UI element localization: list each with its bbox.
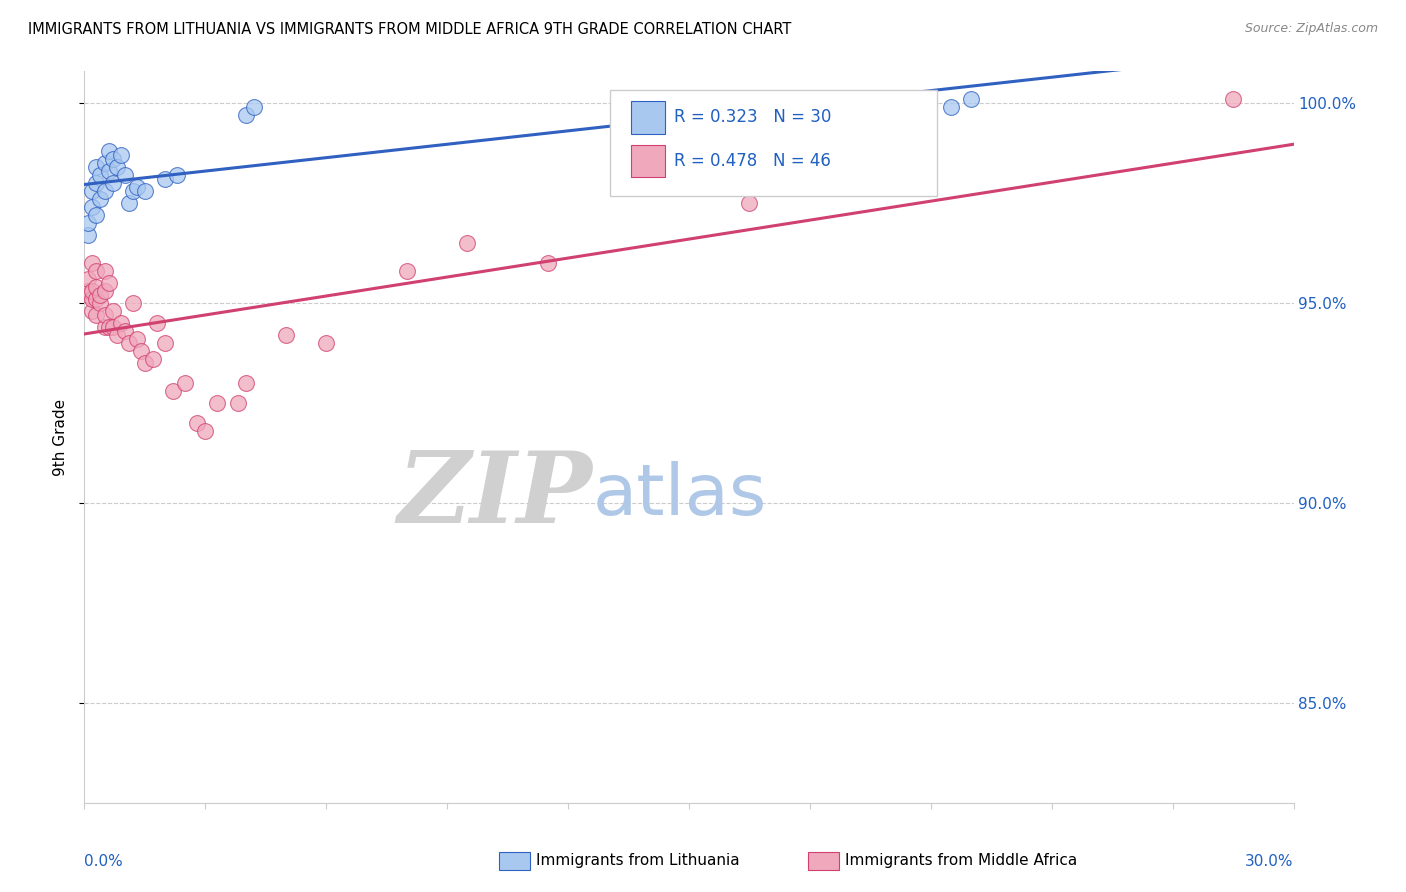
Point (86, 308, 108, 322)
Text: 30.0%: 30.0% (1246, 854, 1294, 869)
Point (235, 108, 257, 122)
Point (235, 376, 257, 391)
Point (110, 316, 132, 330)
Point (93, 320, 115, 334)
Point (101, 320, 124, 334)
Point (101, 176, 124, 190)
Point (637, 104, 659, 119)
Point (134, 356, 156, 370)
Point (207, 396, 229, 410)
Point (114, 324, 136, 338)
Point (166, 169, 188, 183)
Point (738, 196, 761, 211)
Point (101, 304, 124, 318)
FancyBboxPatch shape (631, 101, 665, 134)
Text: atlas: atlas (592, 461, 766, 530)
Point (134, 184, 156, 198)
Text: Immigrants from Middle Africa: Immigrants from Middle Africa (845, 854, 1077, 868)
Point (242, 100, 264, 114)
Point (194, 424, 217, 438)
Point (395, 264, 418, 278)
Point (97, 276, 120, 290)
Point (93, 184, 115, 198)
Point (93, 156, 115, 170)
Point (93, 284, 115, 298)
Point (89, 192, 111, 206)
Point (89, 288, 111, 302)
Point (537, 256, 560, 270)
Point (125, 332, 148, 346)
Point (82, 284, 104, 298)
Point (162, 384, 184, 398)
Point (118, 196, 141, 211)
Point (274, 328, 297, 343)
Point (82, 184, 104, 198)
Point (105, 161, 128, 175)
Point (960, 92, 983, 106)
Text: ZIP: ZIP (398, 448, 592, 544)
Point (97, 320, 120, 334)
Point (86, 280, 108, 294)
Point (153, 172, 176, 186)
Text: IMMIGRANTS FROM LITHUANIA VS IMMIGRANTS FROM MIDDLE AFRICA 9TH GRADE CORRELATION: IMMIGRANTS FROM LITHUANIA VS IMMIGRANTS … (28, 22, 792, 37)
Point (118, 336, 141, 351)
Point (89, 296, 111, 310)
Point (86, 208, 108, 222)
Point (86, 176, 108, 190)
Point (86, 292, 108, 306)
Point (142, 352, 165, 367)
Text: R = 0.478   N = 46: R = 0.478 N = 46 (675, 153, 831, 170)
Point (186, 416, 208, 430)
Point (97, 164, 120, 178)
Point (86, 161, 108, 175)
Point (97, 145, 120, 159)
Text: Immigrants from Lithuania: Immigrants from Lithuania (536, 854, 740, 868)
Point (738, 96, 761, 111)
Point (121, 296, 143, 310)
Point (86, 264, 108, 278)
Point (146, 316, 169, 330)
Text: R = 0.323   N = 30: R = 0.323 N = 30 (675, 108, 832, 126)
Point (121, 184, 143, 198)
Point (93, 264, 115, 278)
Point (939, 100, 962, 114)
Point (77, 216, 100, 230)
Point (153, 336, 176, 351)
Point (110, 148, 132, 162)
Point (77, 284, 100, 298)
Point (1222, 92, 1244, 106)
Point (82, 304, 104, 318)
Point (174, 376, 197, 391)
Point (101, 153, 124, 167)
Point (82, 256, 104, 270)
Point (93, 308, 115, 322)
Point (77, 228, 100, 243)
Point (82, 292, 104, 306)
Text: Source: ZipAtlas.com: Source: ZipAtlas.com (1244, 22, 1378, 36)
Point (82, 200, 104, 214)
Text: 0.0%: 0.0% (84, 854, 124, 869)
FancyBboxPatch shape (610, 90, 936, 195)
Point (114, 169, 136, 183)
Point (315, 336, 337, 351)
FancyBboxPatch shape (631, 145, 665, 178)
Point (125, 180, 148, 194)
Y-axis label: 9th Grade: 9th Grade (52, 399, 67, 475)
Point (77, 288, 100, 302)
Point (105, 328, 128, 343)
Point (77, 272, 100, 286)
Point (129, 344, 152, 359)
Point (226, 396, 249, 410)
Point (456, 236, 478, 251)
Point (89, 169, 111, 183)
